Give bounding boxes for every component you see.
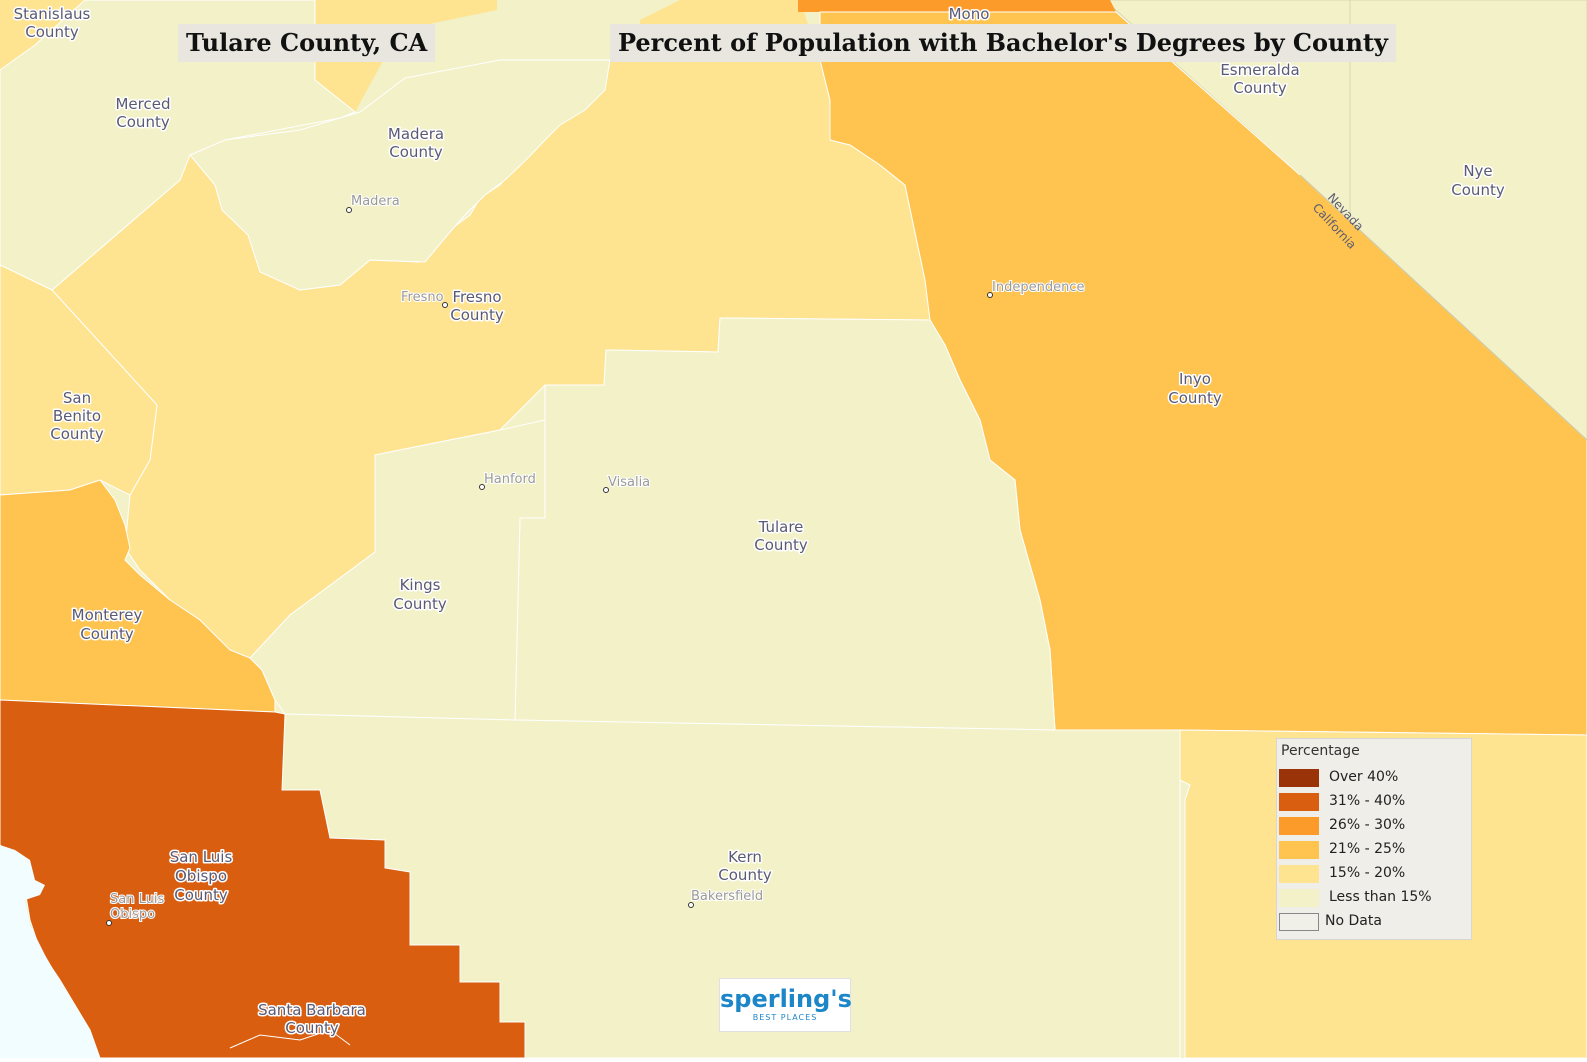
city-markers [106, 207, 993, 926]
county-label-stanislaus: Stanislaus County [14, 5, 91, 41]
county-stanislaus-sliver[interactable] [0, 0, 85, 70]
county-san-luis-obispo[interactable] [0, 699, 526, 1059]
legend-swatch [1279, 913, 1319, 931]
county-label-mono: Mono [949, 5, 990, 23]
legend-swatch [1279, 889, 1319, 907]
label-line: County [1451, 181, 1505, 199]
city-dot-fresno[interactable] [442, 302, 448, 308]
county-label-inyo: Inyo County [1168, 370, 1222, 407]
logo-subtext: BEST PLACES [752, 1013, 818, 1022]
legend: Percentage Over 40% 31% - 40% 26% - 30% … [1276, 738, 1472, 940]
city-dot-bakersfield[interactable] [688, 902, 694, 908]
legend-swatch [1279, 793, 1319, 811]
legend-swatch [1279, 769, 1319, 787]
map-title: Percent of Population with Bachelor's De… [610, 24, 1396, 62]
county-tulare[interactable] [514, 317, 1056, 731]
county-label-santa-barbara: Santa Barbara County [258, 1001, 366, 1037]
county-label-kern: Kern County [718, 848, 772, 884]
city-label-bakersfield: Bakersfield [691, 889, 763, 904]
label-line: County [450, 306, 504, 324]
label-line: County [285, 1019, 339, 1037]
city-dot-independence[interactable] [987, 292, 993, 298]
logo-text: sperling's [720, 985, 852, 1013]
legend-title: Percentage [1281, 743, 1360, 759]
label-line: Stanislaus [14, 5, 91, 23]
label-line: San Luis [170, 848, 233, 866]
city-dot-hanford[interactable] [479, 484, 485, 490]
label-line: San Luis [110, 892, 164, 907]
label-line: Inyo [1179, 370, 1211, 388]
county-title: Tulare County, CA [178, 24, 436, 62]
label-line: Madera [388, 125, 444, 143]
legend-label: No Data [1325, 913, 1382, 929]
legend-label: 31% - 40% [1329, 793, 1406, 809]
ocean [0, 845, 100, 1058]
county-label-esmeralda: Esmeralda County [1220, 61, 1299, 97]
county-label-merced: Merced County [115, 95, 170, 131]
label-line: County [116, 113, 170, 131]
city-label-hanford: Hanford [484, 472, 536, 487]
legend-swatch [1279, 817, 1319, 835]
legend-swatch [1279, 865, 1319, 883]
city-dot-madera[interactable] [346, 207, 352, 213]
label-line: Kern [728, 848, 762, 866]
legend-label: Less than 15% [1329, 889, 1432, 905]
city-label-san-luis-obispo: San Luis Obispo [110, 892, 164, 922]
label-line: San [63, 389, 91, 407]
label-line: County [174, 886, 228, 904]
label-line: Benito [53, 407, 101, 425]
county-label-tulare: Tulare County [754, 518, 808, 554]
label-line: Nye [1463, 162, 1492, 180]
county-label-fresno: Fresno County [450, 288, 504, 324]
city-dot-visalia[interactable] [603, 487, 609, 493]
label-line: County [25, 23, 79, 41]
label-line: Merced [115, 95, 170, 113]
label-line: Santa Barbara [258, 1001, 366, 1019]
county-label-san-luis-obispo: San Luis Obispo County [170, 848, 233, 904]
label-line: Obispo [110, 907, 155, 922]
label-line: Monterey [72, 606, 143, 624]
state-boundary [1299, 174, 1587, 441]
county-label-monterey: Monterey County [72, 606, 143, 643]
county-label-kings: Kings County [393, 576, 447, 613]
county-monterey[interactable] [0, 479, 276, 713]
city-label-fresno: Fresno [401, 290, 444, 305]
legend-swatch [1279, 841, 1319, 859]
label-line: Fresno [452, 288, 501, 306]
label-line: County [718, 866, 772, 884]
label-line: Tulare [758, 518, 804, 536]
legend-label: Over 40% [1329, 769, 1399, 785]
legend-label: 26% - 30% [1329, 817, 1406, 833]
county-label-san-benito: San Benito County [50, 389, 104, 443]
label-line: County [389, 143, 443, 161]
county-label-madera: Madera County [388, 125, 444, 161]
county-madera[interactable] [189, 59, 611, 291]
city-label-independence: Independence [992, 280, 1084, 295]
county-mono[interactable] [798, 0, 1116, 12]
label-line: Obispo [175, 867, 227, 885]
city-label-visalia: Visalia [608, 475, 650, 490]
city-dot-san-luis-obispo[interactable] [106, 920, 112, 926]
sperlings-logo[interactable]: sperling's BEST PLACES [719, 978, 852, 1032]
county-boundary-santa-barbara [229, 1029, 351, 1049]
label-line: Kings [400, 576, 441, 594]
label-line: County [80, 625, 134, 643]
legend-label: 21% - 25% [1329, 841, 1406, 857]
label-line: County [50, 425, 104, 443]
county-label-nye: Nye County [1451, 162, 1505, 199]
label-line: County [1233, 79, 1287, 97]
label-line: Esmeralda [1220, 61, 1299, 79]
legend-label: 15% - 20% [1329, 865, 1406, 881]
label-line: County [1168, 389, 1222, 407]
label-line: County [393, 595, 447, 613]
city-label-madera: Madera [351, 194, 400, 209]
label-line: County [754, 536, 808, 554]
